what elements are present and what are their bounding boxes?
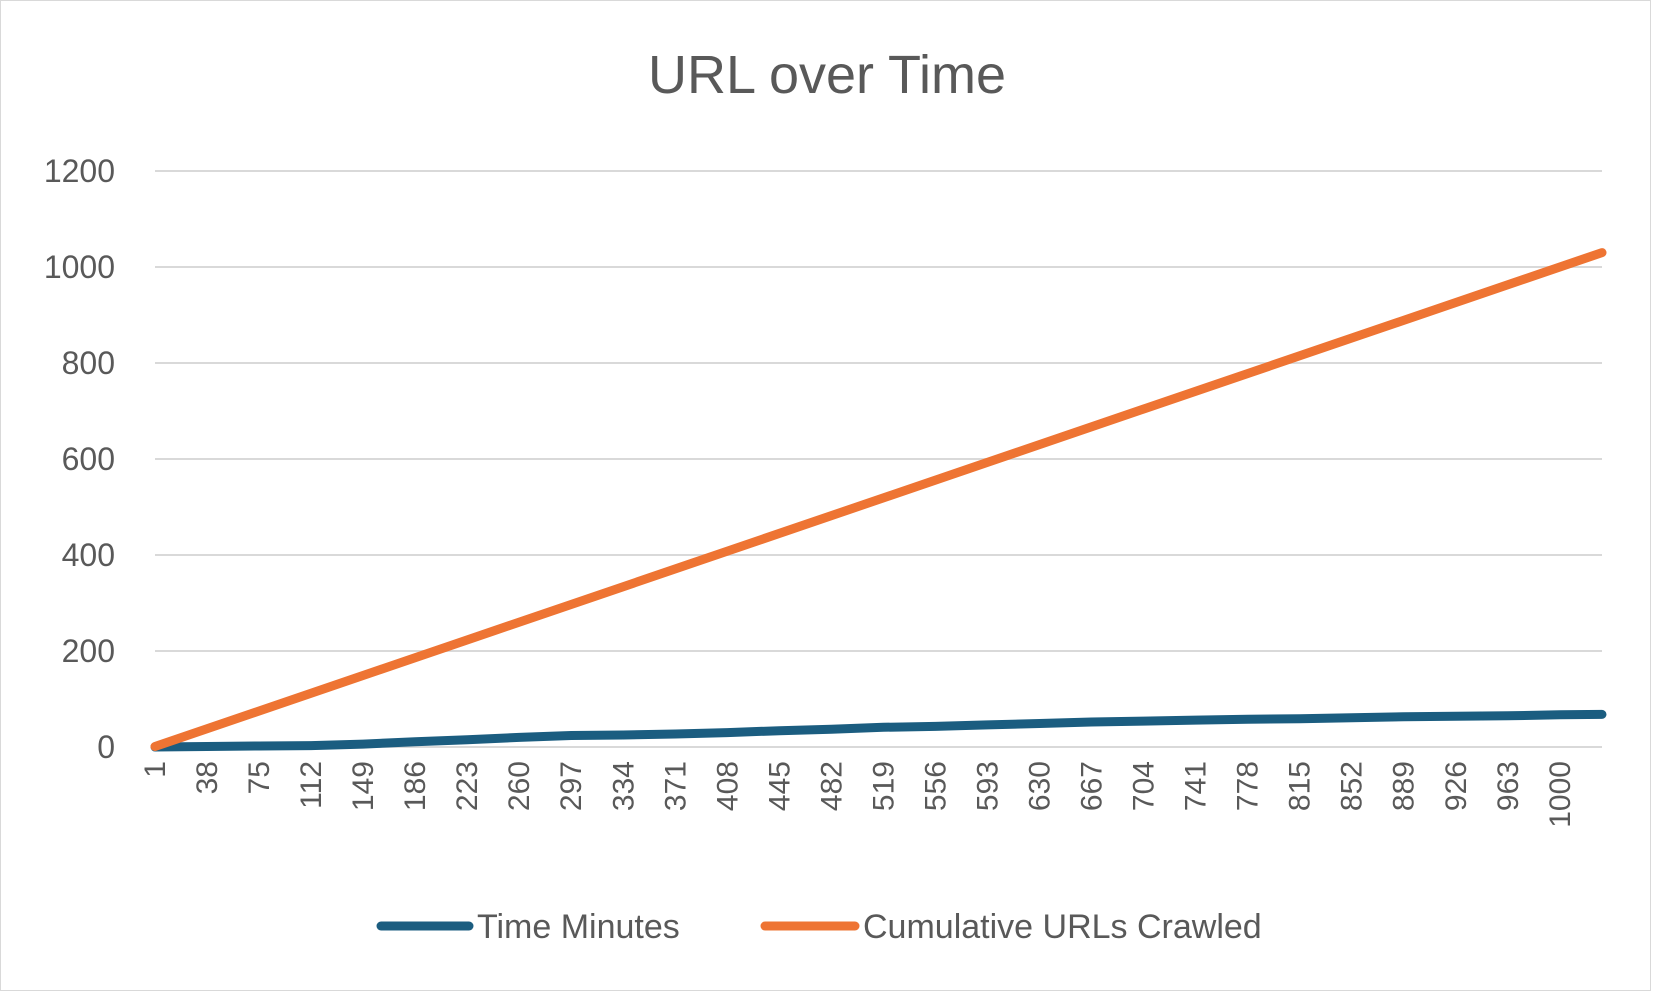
x-tick-label: 38 [191,761,224,794]
x-tick-label: 1000 [1544,761,1577,828]
x-tick-label: 371 [659,761,692,811]
y-tick-label: 600 [62,441,115,477]
y-tick-label: 400 [62,537,115,573]
y-tick-label: 800 [62,345,115,381]
x-tick-label: 778 [1232,761,1265,811]
x-tick-label: 963 [1492,761,1525,811]
x-tick-label: 186 [399,761,432,811]
x-tick-label: 112 [295,761,328,809]
x-tick-label: 223 [451,761,484,811]
y-tick-label: 1200 [44,153,115,189]
x-tick-label: 926 [1440,761,1473,811]
series-lines [150,248,1607,752]
x-tick-label: 556 [919,761,952,811]
x-tick-label: 445 [763,761,796,811]
x-tick-label: 334 [607,761,640,811]
x-tick-label: 75 [243,761,276,794]
x-tick-label: 1 [139,761,172,778]
x-tick-label: 482 [815,761,848,811]
x-tick-label: 260 [503,761,536,811]
legend-label: Time Minutes [477,908,680,946]
x-tick-label: 852 [1336,761,1369,811]
y-tick-label: 0 [97,729,115,765]
y-tick-label: 1000 [44,249,115,285]
x-tick-label: 667 [1076,761,1109,811]
x-tick-label: 704 [1128,761,1161,811]
x-tick-label: 519 [867,761,900,811]
series-line-cumulative-urls-crawled [150,248,1607,751]
x-tick-label: 297 [555,761,588,811]
y-tick-label: 200 [62,633,115,669]
x-tick-label: 889 [1388,761,1421,811]
x-tick-label: 149 [347,761,380,811]
x-axis: 1 38 75 112 149 186 223 260 297 334 371 408 445 482 51… [139,746,1602,828]
chart-title: URL over Time [648,45,1006,105]
x-tick-label: 741 [1180,761,1213,811]
legend: Time Minutes Cumulative URLs Crawled [376,908,1262,946]
x-tick-label: 630 [1024,761,1057,811]
gridlines [155,170,1602,652]
x-tick-label: 408 [711,761,744,811]
y-axis-ticks: 0 200 400 600 800 1000 1200 [44,153,115,765]
x-tick-label: 593 [971,761,1004,811]
legend-label: Cumulative URLs Crawled [863,908,1262,946]
series-line-time-minutes [150,709,1607,752]
x-tick-label: 815 [1284,761,1317,811]
